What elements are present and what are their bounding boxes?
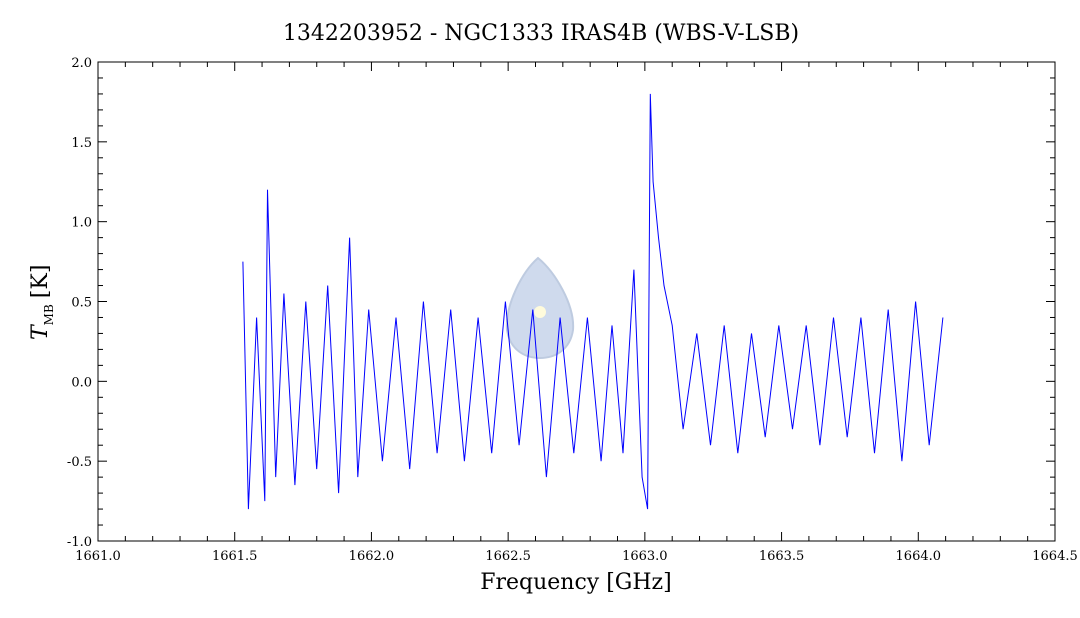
y-tick-label: 2.0 (71, 56, 92, 71)
x-axis-label: Frequency [GHz] (480, 570, 672, 595)
x-axis: 1661.0 1661.5 1662.0 1662.5 1663.0 1663.5 1664… (75, 62, 1078, 564)
y-tick-label: 0.0 (71, 375, 92, 390)
y-axis-label-main: T (28, 323, 53, 340)
chart-title: 1342203952 - NGC1333 IRAS4B (WBS-V-LSB) (283, 21, 799, 46)
y-tick-label: 1.5 (71, 136, 92, 151)
x-tick-label: 1661.0 (75, 549, 121, 564)
y-tick-label: 1.0 (71, 216, 92, 231)
plot-frame (97, 61, 1056, 542)
y-axis-label-unit: [K] (28, 265, 53, 299)
y-tick-label: -0.5 (67, 455, 92, 470)
x-tick-label: 1663.5 (759, 549, 805, 564)
y-tick-label: 0.5 (71, 296, 92, 311)
x-tick-label: 1663.0 (622, 549, 668, 564)
y-axis-label: TMB [K] (28, 265, 56, 340)
watermark-logo (505, 256, 575, 360)
y-axis: -1.0 -0.5 0.0 0.5 1.0 1.5 2.0 (67, 56, 1055, 550)
series-line (242, 93, 944, 510)
x-tick-label: 1661.5 (212, 549, 258, 564)
y-axis-label-sub: MB (42, 304, 56, 325)
y-tick-label: -1.0 (67, 535, 92, 550)
x-tick-label: 1662.0 (349, 549, 395, 564)
x-tick-label: 1662.5 (485, 549, 531, 564)
x-tick-label: 1664.5 (1032, 549, 1078, 564)
series-group (242, 93, 944, 510)
x-tick-label: 1664.0 (896, 549, 942, 564)
